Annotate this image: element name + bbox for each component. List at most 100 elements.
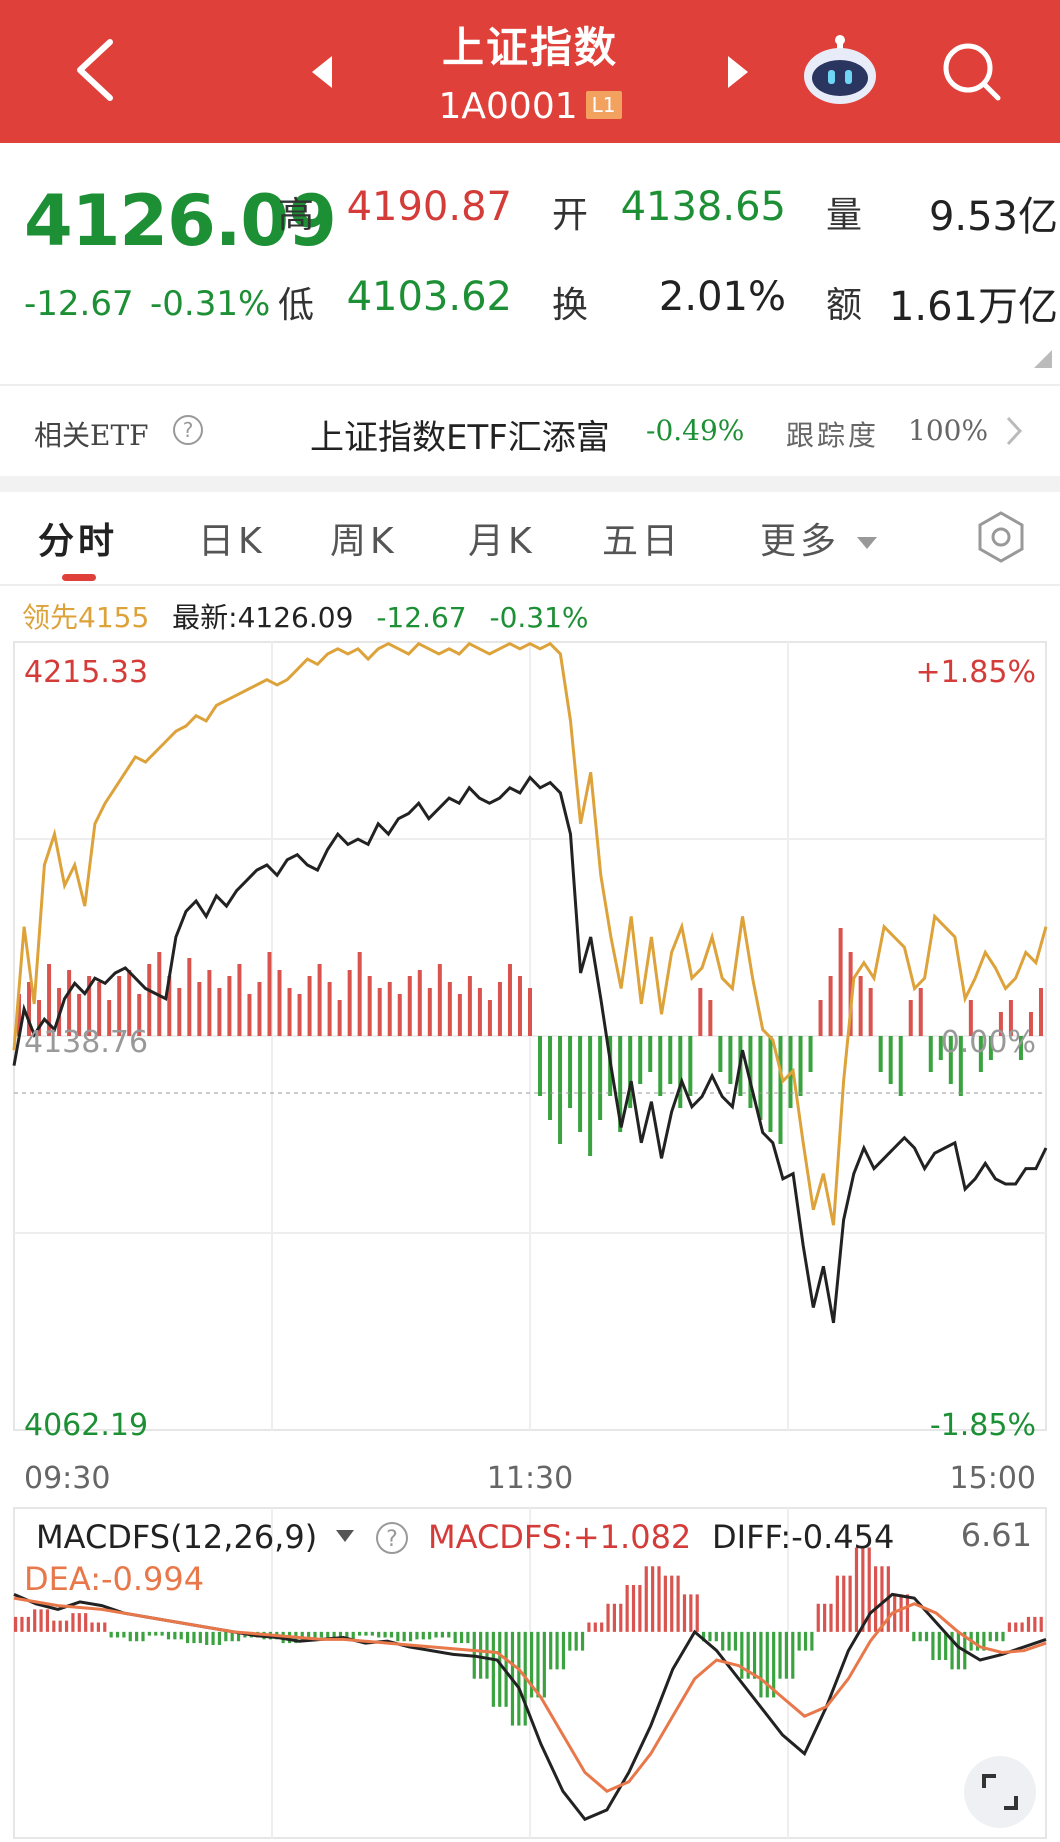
macd-bar bbox=[186, 1631, 190, 1644]
macd-bar bbox=[498, 1631, 502, 1707]
tab-five-day[interactable]: 五日 bbox=[602, 521, 683, 562]
baseline-label: 4138.76 bbox=[24, 1025, 148, 1060]
macd-bar bbox=[568, 1631, 572, 1651]
macd-bar bbox=[854, 1547, 859, 1632]
volume-bar bbox=[357, 952, 362, 1036]
macd-bar bbox=[205, 1631, 209, 1645]
volume-bar bbox=[307, 976, 312, 1036]
volume-bar bbox=[277, 970, 282, 1036]
macd-bar bbox=[944, 1631, 948, 1660]
volume-bar bbox=[387, 982, 392, 1036]
etf-label: 相关ETF bbox=[34, 419, 149, 452]
macd-bar bbox=[64, 1620, 69, 1632]
open-value: 4138.65 bbox=[620, 184, 786, 230]
tab-weekly-k[interactable]: 周K bbox=[330, 521, 398, 562]
macd-bar bbox=[651, 1566, 655, 1632]
macd-bar bbox=[434, 1631, 438, 1638]
volume-bar bbox=[878, 1036, 883, 1072]
volume-bar bbox=[618, 1036, 623, 1132]
intraday-chart[interactable]: 4215.33 4062.19 +1.85% -1.85% 4138.76 0.… bbox=[0, 630, 1060, 1490]
macd-bar bbox=[236, 1631, 241, 1642]
triangle-right-icon bbox=[728, 56, 748, 88]
macd-bar bbox=[20, 1616, 24, 1632]
macd-bar bbox=[657, 1566, 661, 1632]
diff-value: DIFF:-0.454 bbox=[712, 1518, 894, 1556]
macd-bar bbox=[396, 1631, 400, 1642]
macd-help-icon[interactable]: ? bbox=[376, 1522, 408, 1554]
volume-bar bbox=[558, 1036, 563, 1144]
volume-bar bbox=[327, 982, 332, 1036]
macd-dropdown-icon[interactable] bbox=[336, 1530, 354, 1542]
macd-bar bbox=[115, 1631, 120, 1638]
volume-bar bbox=[147, 964, 152, 1036]
ai-assistant-button[interactable] bbox=[800, 32, 880, 108]
macd-bar bbox=[338, 1631, 343, 1640]
high-value: 4190.87 bbox=[346, 184, 512, 230]
next-stock-button[interactable] bbox=[722, 52, 752, 92]
macd-bar bbox=[752, 1631, 757, 1679]
volume-bar bbox=[207, 970, 212, 1036]
volume-bar bbox=[1028, 1012, 1033, 1036]
volume-bar bbox=[648, 1036, 653, 1072]
chevron-left-icon bbox=[77, 39, 113, 101]
macd-bar bbox=[791, 1631, 795, 1679]
macd-chart[interactable]: MACDFS(12,26,9) ? MACDFS:+1.082 DIFF:-0.… bbox=[0, 1500, 1060, 1842]
volume-bar bbox=[538, 1036, 543, 1096]
y-max-pct-label: +1.85% bbox=[916, 655, 1036, 690]
macd-bar bbox=[829, 1603, 833, 1632]
caret-down-icon bbox=[857, 537, 878, 549]
volume-bar bbox=[507, 964, 512, 1036]
macd-bar bbox=[561, 1631, 566, 1670]
macd-bar bbox=[198, 1631, 202, 1644]
search-button[interactable] bbox=[940, 40, 1004, 104]
back-button[interactable] bbox=[68, 30, 128, 110]
volume-bar bbox=[868, 988, 873, 1036]
macd-bar bbox=[682, 1594, 687, 1632]
prev-stock-button[interactable] bbox=[308, 52, 338, 92]
volume-bar bbox=[317, 964, 322, 1036]
volume-bar bbox=[678, 1036, 683, 1108]
macd-bar bbox=[912, 1631, 916, 1642]
volume-bar bbox=[898, 1036, 903, 1096]
macd-bar bbox=[26, 1616, 30, 1632]
tab-more[interactable]: 更多 bbox=[760, 512, 879, 564]
tab-monthly-k[interactable]: 月K bbox=[468, 521, 536, 562]
volume-bar bbox=[117, 976, 122, 1036]
volume-bar bbox=[848, 952, 853, 1036]
macd-bar bbox=[84, 1613, 88, 1632]
volume-bar bbox=[658, 1036, 663, 1096]
volume-bar bbox=[838, 928, 843, 1036]
macd-bar bbox=[823, 1603, 827, 1632]
volume-bar bbox=[347, 970, 352, 1036]
macd-bar bbox=[619, 1603, 623, 1632]
volume-bar bbox=[437, 964, 442, 1036]
macd-bar bbox=[695, 1594, 699, 1632]
expand-corner-icon[interactable] bbox=[1034, 350, 1052, 372]
tab-intraday[interactable]: 分时 bbox=[38, 521, 119, 562]
macd-bar bbox=[746, 1631, 750, 1679]
tab-daily-k[interactable]: 日K bbox=[198, 521, 266, 562]
volume-bar bbox=[97, 982, 102, 1036]
volume-bar bbox=[237, 964, 242, 1036]
macd-bar bbox=[810, 1631, 814, 1651]
macd-bar bbox=[128, 1631, 132, 1642]
volume-bar bbox=[397, 994, 402, 1036]
divider bbox=[0, 384, 1060, 386]
macd-bar bbox=[377, 1631, 381, 1638]
volume-value: 9.53亿 bbox=[928, 194, 1058, 240]
volume-bar bbox=[467, 976, 472, 1036]
macd-bar bbox=[536, 1631, 540, 1698]
help-icon[interactable]: ? bbox=[172, 414, 204, 450]
macd-bar bbox=[530, 1631, 534, 1698]
volume-label: 量 bbox=[826, 195, 863, 236]
macd-bar bbox=[179, 1631, 183, 1640]
fullscreen-button[interactable] bbox=[964, 1756, 1036, 1828]
macd-bar bbox=[141, 1631, 145, 1642]
turnover-value: 2.01% bbox=[658, 274, 786, 320]
related-etf-row[interactable]: 相关ETF ? 上证指数ETF汇添富 -0.49% 跟踪度 100% bbox=[0, 386, 1060, 476]
macd-bar bbox=[867, 1547, 871, 1632]
volume-bar bbox=[798, 1036, 803, 1096]
macd-bar bbox=[421, 1631, 425, 1640]
low-value: 4103.62 bbox=[346, 274, 512, 320]
settings-button[interactable] bbox=[974, 510, 1028, 568]
